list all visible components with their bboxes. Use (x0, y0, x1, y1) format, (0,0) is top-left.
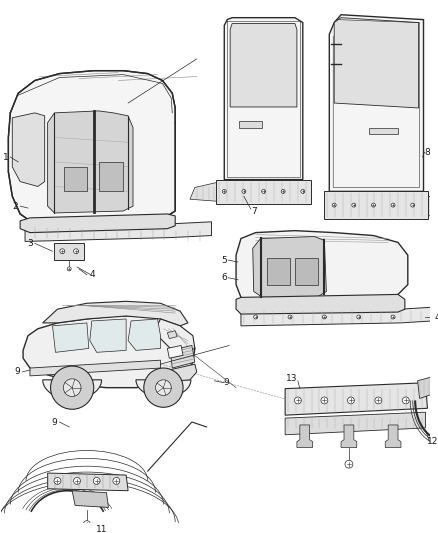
Text: 11: 11 (96, 526, 107, 533)
Polygon shape (285, 383, 427, 415)
Circle shape (261, 189, 265, 193)
Text: 1: 1 (3, 152, 8, 161)
Polygon shape (136, 380, 191, 398)
Circle shape (254, 315, 258, 319)
Polygon shape (368, 127, 398, 134)
Polygon shape (48, 111, 133, 213)
Circle shape (391, 315, 395, 319)
Polygon shape (428, 196, 438, 216)
Polygon shape (295, 258, 318, 285)
Text: 9: 9 (52, 417, 57, 426)
Polygon shape (64, 167, 87, 191)
Polygon shape (12, 113, 45, 187)
Polygon shape (236, 294, 405, 314)
Text: 9: 9 (223, 378, 229, 387)
Circle shape (74, 478, 81, 484)
Circle shape (50, 366, 94, 409)
Polygon shape (285, 412, 425, 435)
Circle shape (371, 203, 375, 207)
Circle shape (411, 203, 415, 207)
Circle shape (144, 368, 183, 407)
Polygon shape (128, 319, 160, 350)
Polygon shape (253, 237, 326, 297)
Circle shape (64, 379, 81, 397)
Polygon shape (30, 360, 160, 376)
Circle shape (60, 249, 65, 254)
Polygon shape (23, 316, 195, 387)
Text: 5: 5 (221, 256, 227, 264)
Circle shape (332, 203, 336, 207)
Text: 4: 4 (90, 270, 95, 279)
Polygon shape (99, 162, 123, 191)
Circle shape (84, 521, 90, 528)
Circle shape (347, 397, 354, 404)
Polygon shape (216, 180, 311, 204)
Circle shape (322, 315, 326, 319)
Polygon shape (20, 214, 175, 232)
Circle shape (93, 478, 100, 484)
Circle shape (357, 315, 361, 319)
Circle shape (281, 189, 285, 193)
Circle shape (288, 315, 292, 319)
Polygon shape (239, 120, 261, 127)
Circle shape (67, 267, 71, 271)
Polygon shape (43, 380, 102, 399)
Polygon shape (297, 425, 313, 448)
Polygon shape (25, 222, 212, 241)
Text: 9: 9 (14, 367, 20, 376)
Circle shape (391, 203, 395, 207)
Polygon shape (43, 301, 188, 326)
Circle shape (403, 397, 409, 404)
Polygon shape (385, 425, 401, 448)
Circle shape (345, 461, 353, 468)
Circle shape (242, 189, 246, 193)
Circle shape (155, 380, 171, 395)
Polygon shape (8, 71, 175, 224)
Circle shape (301, 189, 305, 193)
Circle shape (113, 478, 120, 484)
Polygon shape (241, 307, 432, 326)
Polygon shape (53, 323, 89, 352)
Text: 7: 7 (251, 206, 257, 215)
Circle shape (375, 397, 382, 404)
Polygon shape (170, 345, 195, 368)
Text: 3: 3 (27, 239, 33, 248)
Polygon shape (167, 331, 177, 338)
Polygon shape (72, 491, 109, 507)
Polygon shape (268, 258, 290, 285)
Polygon shape (90, 319, 126, 352)
Polygon shape (167, 345, 183, 358)
Text: 6: 6 (221, 273, 227, 282)
Text: 8: 8 (424, 148, 430, 157)
Circle shape (54, 478, 61, 484)
Polygon shape (160, 364, 197, 382)
Text: 13: 13 (286, 374, 298, 383)
Text: 2: 2 (12, 201, 18, 211)
Polygon shape (190, 182, 216, 201)
Polygon shape (224, 18, 303, 180)
Circle shape (74, 249, 78, 254)
Text: 12: 12 (427, 437, 438, 446)
Circle shape (223, 189, 226, 193)
Polygon shape (329, 15, 424, 191)
Polygon shape (334, 18, 419, 108)
Polygon shape (48, 473, 128, 491)
Polygon shape (155, 319, 195, 352)
Polygon shape (325, 191, 428, 219)
Polygon shape (341, 425, 357, 448)
Polygon shape (230, 23, 297, 107)
Text: 4: 4 (434, 312, 438, 321)
Polygon shape (417, 376, 437, 399)
Circle shape (352, 203, 356, 207)
Circle shape (321, 397, 328, 404)
Polygon shape (54, 244, 84, 260)
Polygon shape (236, 231, 408, 302)
Circle shape (294, 397, 301, 404)
